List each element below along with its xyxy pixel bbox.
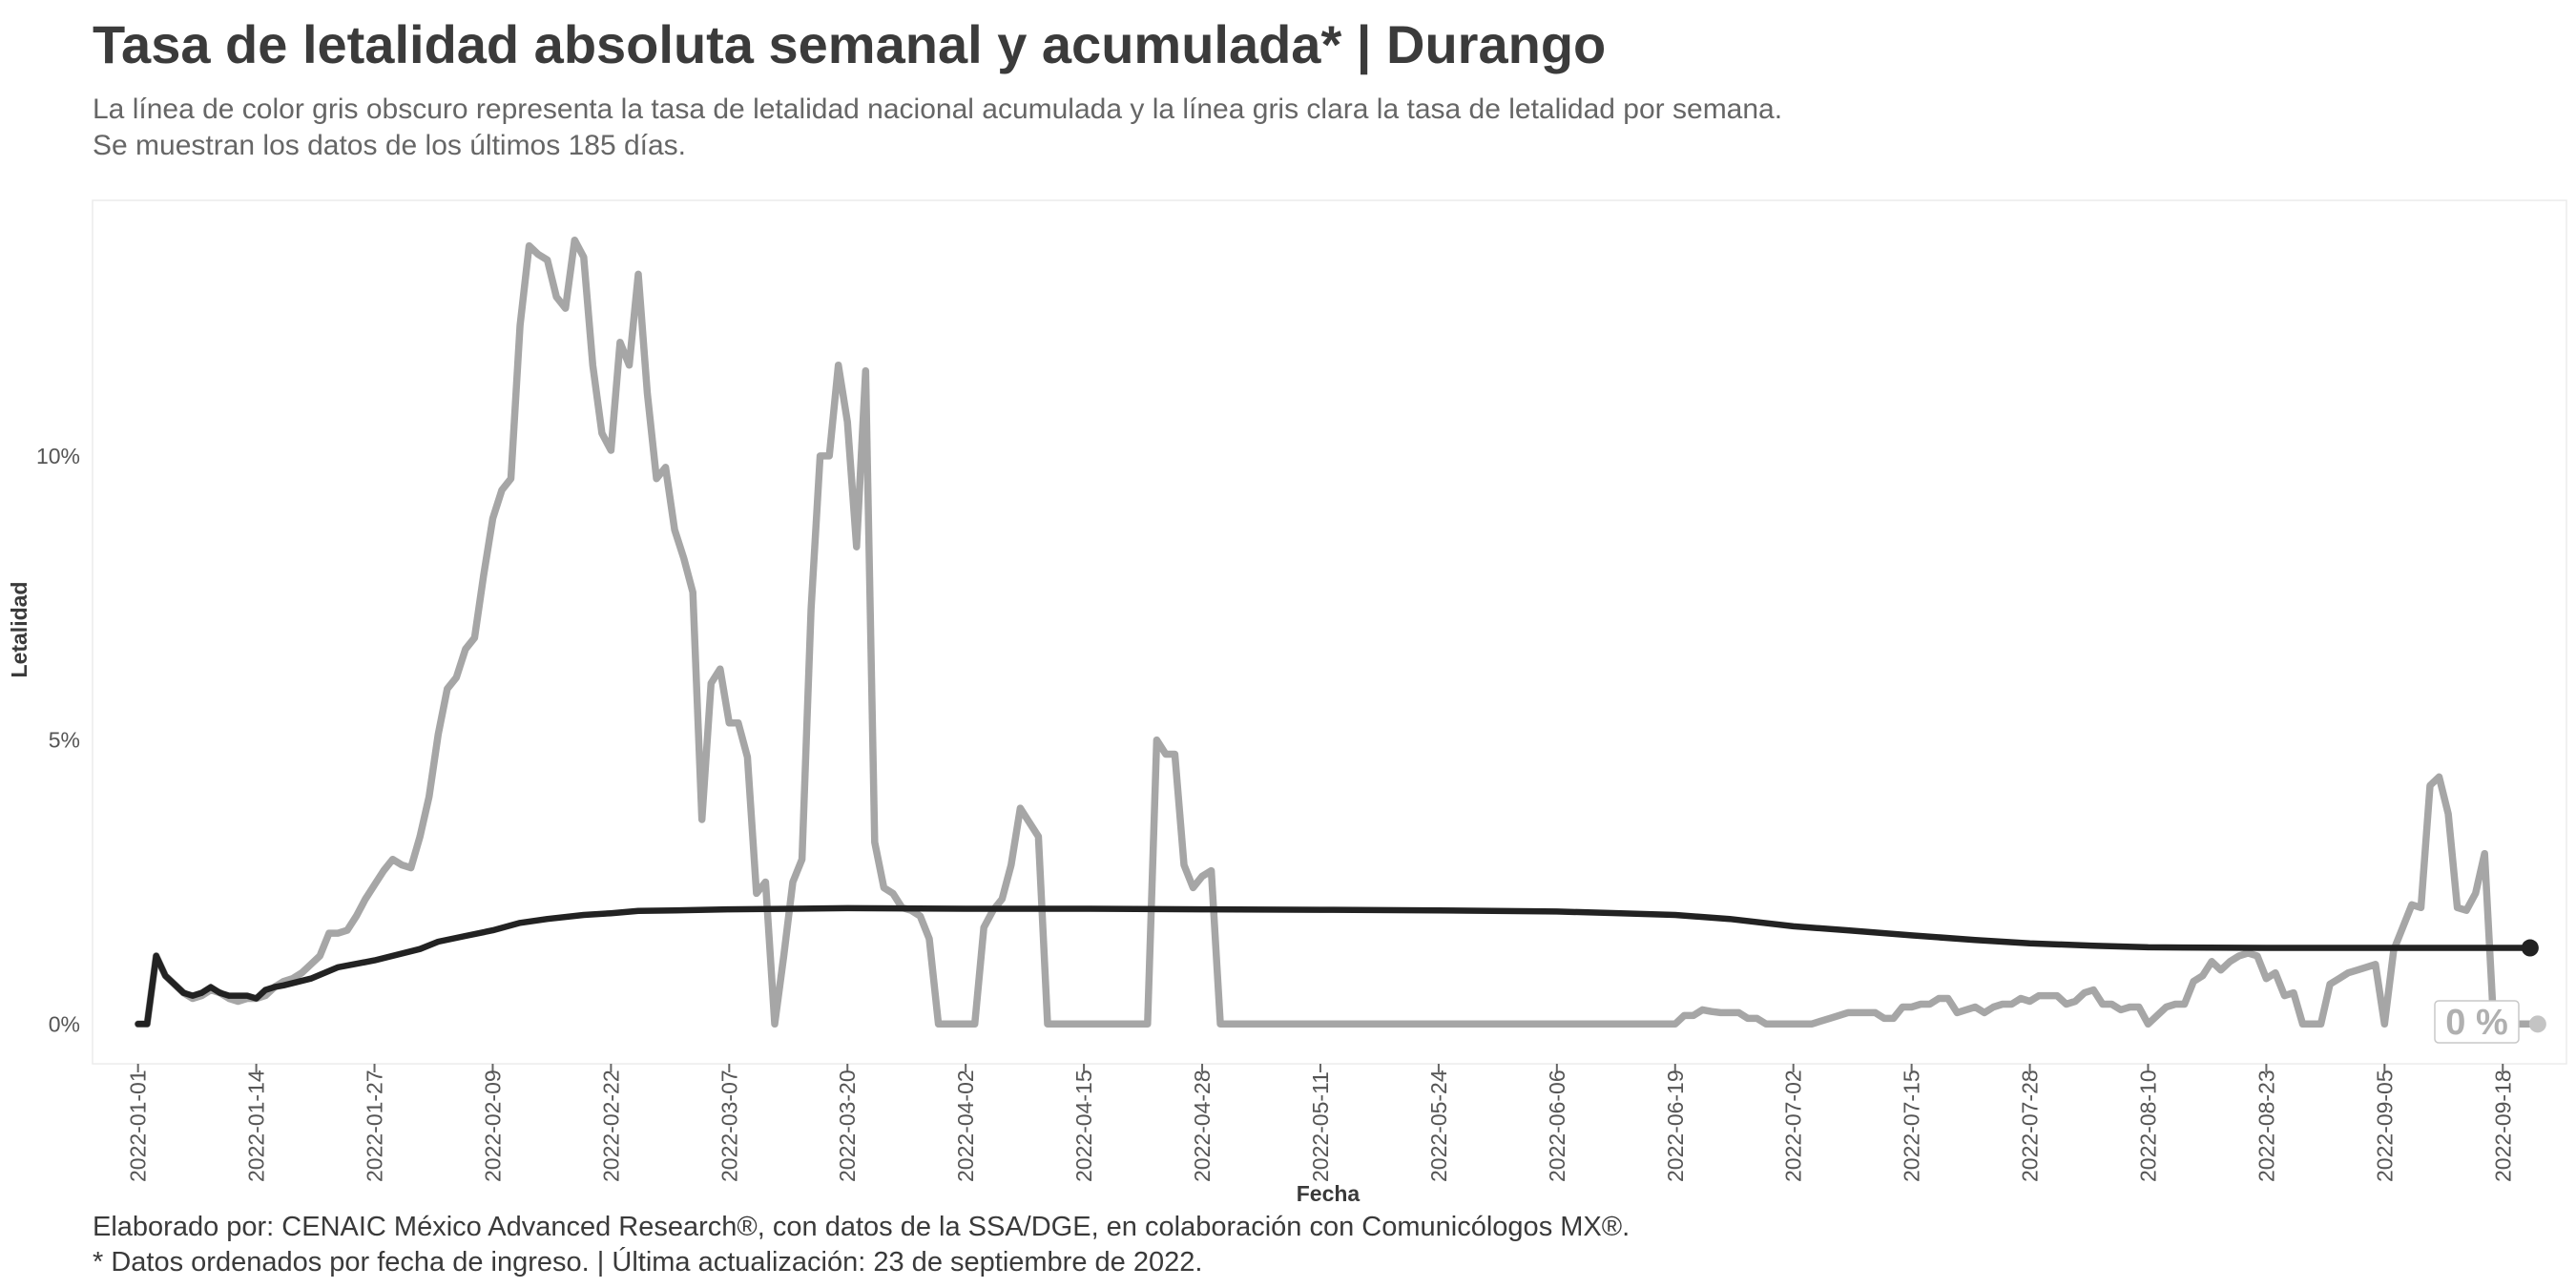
- chart-title: Tasa de letalidad absoluta semanal y acu…: [93, 14, 1607, 74]
- weekly-line: [134, 236, 2534, 1028]
- cumulative-end-point: [2521, 939, 2539, 957]
- x-tick-label: 2022-03-20: [835, 1070, 860, 1182]
- subtitle-line-1: La línea de color gris obscuro represent…: [93, 93, 1783, 125]
- y-tick-label: 10%: [36, 444, 80, 468]
- x-tick-label: 2022-06-06: [1545, 1070, 1569, 1182]
- x-tick-label: 2022-05-11: [1308, 1071, 1333, 1182]
- plot-lines: [134, 236, 2546, 1033]
- x-tick-label: 2022-07-15: [1900, 1070, 1924, 1182]
- x-tick-label: 2022-01-01: [126, 1070, 151, 1182]
- x-tick-label: 2022-07-28: [2018, 1070, 2043, 1182]
- plot-panel: [92, 199, 2567, 1065]
- x-tick-label: 2022-04-02: [953, 1070, 978, 1182]
- x-tick-label: 2022-05-24: [1426, 1070, 1451, 1182]
- x-tick-label: 2022-06-19: [1663, 1070, 1688, 1182]
- x-tick-label: 2022-04-28: [1190, 1070, 1215, 1182]
- y-tick-label: 0%: [49, 1011, 80, 1036]
- caption-line-2: * Datos ordenados por fecha de ingreso. …: [93, 1247, 1203, 1278]
- x-tick-label: 2022-09-18: [2490, 1070, 2515, 1182]
- cumulative-line: [135, 904, 2534, 1028]
- x-tick-label: 2022-02-09: [480, 1070, 505, 1182]
- y-axis: 0% 5% 10%: [36, 444, 80, 1036]
- x-tick-label: 2022-01-27: [363, 1070, 387, 1182]
- x-tick-label: 2022-07-02: [1781, 1070, 1806, 1182]
- x-tick-label: 2022-08-23: [2254, 1070, 2278, 1182]
- x-tick-label: 2022-01-14: [244, 1070, 269, 1182]
- y-axis-title: Letalidad: [7, 582, 31, 678]
- chart-caption: Elaborado por: CENAIC México Advanced Re…: [93, 1210, 1630, 1280]
- end-value-text: 0 %: [2445, 1003, 2507, 1043]
- weekly-end-point: [2528, 1015, 2546, 1033]
- x-tick-label: 2022-02-22: [598, 1070, 623, 1182]
- chart-subtitle: La línea de color gris obscuro represent…: [93, 92, 1782, 164]
- x-tick-label: 2022-09-05: [2372, 1070, 2397, 1182]
- x-tick-label: 2022-04-15: [1071, 1070, 1096, 1182]
- x-tick-label: 2022-03-07: [717, 1070, 741, 1182]
- subtitle-line-2: Se muestran los datos de los últimos 185…: [93, 130, 687, 161]
- caption-line-1: Elaborado por: CENAIC México Advanced Re…: [93, 1212, 1631, 1242]
- y-tick-label: 5%: [49, 728, 80, 753]
- x-tick-label: 2022-08-10: [2135, 1070, 2160, 1182]
- x-axis: 2022-01-01 2022-01-14 2022-01-27 2022-02-09…: [126, 1064, 2515, 1182]
- end-value-label: 0 %: [2434, 1000, 2520, 1044]
- x-axis-title: Fecha: [1297, 1181, 1361, 1206]
